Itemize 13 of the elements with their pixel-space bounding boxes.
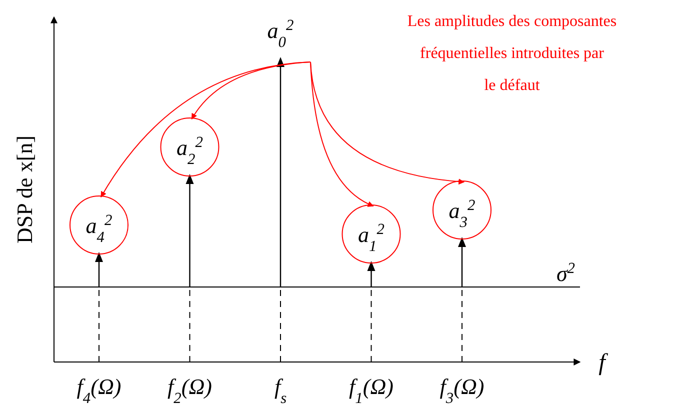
annotation: Les amplitudes des composantes fréquentielles introduites par le défaut bbox=[407, 13, 617, 94]
x-tick-label: f$_{3}$(Ω) bbox=[440, 374, 484, 406]
x-tick-label: f$_{4}$(Ω) bbox=[76, 374, 122, 406]
x-axis-title: f bbox=[598, 350, 609, 376]
point bbox=[367, 261, 376, 271]
y-axis-title: DSP de x[n] bbox=[12, 136, 37, 244]
point bbox=[95, 252, 103, 262]
ref-line-label: σ$^{2}$ bbox=[556, 260, 576, 286]
point bbox=[186, 174, 194, 184]
point bbox=[458, 237, 466, 247]
x-tick-label: f$_{1}$(Ω) bbox=[349, 374, 394, 406]
x-tick-label: f$_{s}$ bbox=[274, 374, 287, 406]
x-tick-label: f$_{2}$(Ω) bbox=[168, 374, 212, 406]
